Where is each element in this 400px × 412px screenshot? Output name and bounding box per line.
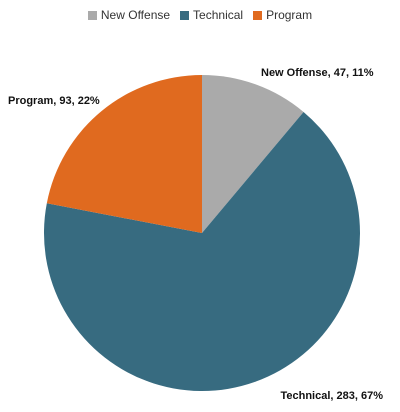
pie-slice-program	[46, 75, 203, 233]
legend-item-program: Program	[253, 8, 312, 22]
chart-legend: New Offense Technical Program	[0, 8, 400, 22]
data-label-technical: Technical, 283, 67%	[280, 390, 383, 402]
legend-label-technical: Technical	[193, 8, 244, 22]
legend-item-new-offense: New Offense	[87, 8, 171, 22]
legend-label-program: Program	[266, 8, 313, 22]
legend-item-technical: Technical	[180, 8, 243, 22]
legend-swatch-program	[253, 10, 263, 20]
pie-slices	[43, 75, 361, 392]
legend-label-new-offense: New Offense	[100, 8, 171, 22]
legend-swatch-new-offense	[87, 10, 97, 20]
legend-swatch-technical	[180, 10, 190, 20]
pie-slice-new-offense	[202, 75, 304, 233]
data-label-new-offense: New Offense, 47, 11%	[261, 67, 374, 79]
data-label-program: Program, 93, 22%	[8, 95, 100, 107]
pie-slice-technical	[43, 111, 361, 392]
